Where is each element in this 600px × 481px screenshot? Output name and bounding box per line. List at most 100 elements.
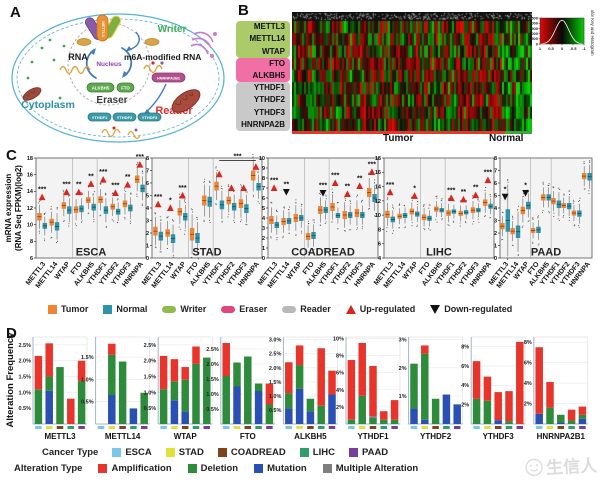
- cancer-type-tick: [505, 426, 513, 429]
- key-gradient: [575, 18, 577, 44]
- outlier-dot: [184, 233, 186, 235]
- y-tick-label: 4%: [336, 388, 344, 394]
- outlier-dot: [172, 256, 174, 258]
- outlier-dot: [141, 170, 143, 172]
- expression-boxplots: mRNA expression (RNA Seq FPKM)(log2)68101…: [4, 154, 593, 290]
- y-tick-label: 12: [27, 206, 33, 212]
- outlier-dot: [542, 209, 544, 212]
- golgi: [190, 31, 218, 58]
- deletion-segment: [421, 353, 429, 420]
- y-tick-label: 2.5%: [144, 343, 157, 349]
- cancer-type-tick: [140, 426, 148, 429]
- gene-group-box-reader: YTHDF1 YTHDF2 YTHDF3 HNRNPA2B: [236, 82, 290, 131]
- outlier-dot: [349, 201, 352, 203]
- outlier-dot: [484, 189, 486, 192]
- down-regulated-triangle: [522, 190, 529, 197]
- outlier-dot: [392, 206, 394, 208]
- outlier-dot: [56, 207, 58, 209]
- outlier-dot: [203, 182, 205, 184]
- y-tick-label: 0.5%: [81, 400, 94, 406]
- outlier-dot: [398, 204, 400, 206]
- outlier-dot: [81, 220, 83, 222]
- y-tick-label: 8: [494, 156, 497, 162]
- cell-diagram: METTL3 RNA m6A-modified RNA Nucleus ALKB…: [11, 13, 225, 143]
- up-regulated-triangle: [215, 170, 223, 178]
- amplification-segment: [159, 355, 168, 390]
- mutation-segment: [421, 419, 429, 424]
- outlier-dot: [478, 221, 480, 223]
- mutation-segment: [108, 395, 116, 424]
- outlier-dot: [572, 199, 574, 201]
- eraser-pill-fto: [116, 82, 135, 93]
- outlier-dot: [527, 191, 530, 193]
- mutation-segment: [410, 408, 418, 424]
- y-tick-label: 7: [494, 168, 497, 174]
- outlier-dot: [313, 221, 315, 223]
- outlier-dot: [471, 195, 474, 197]
- outlier-dot: [368, 172, 370, 174]
- d-ylabel: Alteration Frequency: [5, 332, 16, 428]
- outlier-dot: [416, 226, 418, 228]
- amplification-segment: [516, 341, 524, 424]
- outlier-dot: [331, 221, 333, 223]
- outlier-dot: [196, 218, 198, 221]
- outlier-dot: [142, 172, 144, 174]
- arrowhead: [90, 48, 96, 55]
- amplification-segment: [317, 348, 325, 406]
- outlier-dot: [472, 223, 474, 225]
- legend-entry-up-regulated: Up-regulated: [345, 304, 415, 314]
- gene-chart-title: YTHDF2: [420, 432, 452, 441]
- outlier-dot: [361, 200, 363, 202]
- y-tick-label: 10: [259, 156, 265, 162]
- outlier-dot: [527, 220, 529, 223]
- cancer-type-tick: [108, 426, 116, 429]
- legend-label: Amplification: [111, 463, 172, 474]
- y-tick-label: 6%: [524, 360, 532, 366]
- ythdf1-label: YTHDF1: [92, 115, 108, 120]
- outlier-dot: [62, 189, 64, 191]
- gene-chart-title: YTHDF3: [483, 432, 515, 441]
- outlier-dot: [179, 193, 181, 195]
- y-tick-label: 0.5%: [18, 406, 31, 412]
- cancer-type-tick: [56, 426, 64, 429]
- key-gradient: [546, 18, 548, 44]
- amplification-segment: [170, 359, 179, 382]
- outlier-dot: [428, 204, 430, 206]
- outlier-dot: [501, 239, 503, 241]
- y-tick-label: 5: [262, 206, 265, 212]
- deletion-segment: [567, 420, 576, 424]
- outlier-dot: [559, 188, 561, 190]
- outlier-dot: [166, 217, 168, 219]
- cancer-type-tick: [391, 426, 398, 429]
- outlier-dot: [441, 219, 443, 221]
- outlier-dot: [558, 219, 560, 221]
- outlier-dot: [167, 215, 169, 217]
- outlier-dot: [512, 218, 514, 220]
- cancer-type-tick: [222, 426, 230, 429]
- cytoplasm-label: Cytoplasm: [21, 99, 75, 111]
- mutation-segment: [129, 408, 138, 424]
- outlier-dot: [485, 186, 487, 188]
- outlier-dot: [233, 221, 236, 223]
- outlier-dot: [100, 214, 102, 216]
- outlier-dot: [283, 206, 285, 209]
- key-y-tick-label: 0: [536, 41, 539, 46]
- outlier-dot: [93, 191, 95, 193]
- key-gradient: [549, 18, 551, 44]
- amplification-segment: [535, 347, 543, 414]
- outlier-dot: [356, 227, 359, 229]
- cancer-type-tick: [35, 426, 42, 429]
- outlier-dot: [440, 200, 442, 202]
- outlier-dot: [295, 199, 297, 201]
- significance-stars: ***: [270, 178, 278, 185]
- cancer-legend-lihc: LIHC: [299, 447, 335, 458]
- outlier-dot: [572, 202, 574, 204]
- significance-stars: ***: [233, 154, 241, 161]
- outlier-dot: [553, 216, 555, 218]
- mutation-segment: [285, 408, 293, 424]
- heatmap-gene-label: YTHDF2: [253, 95, 285, 105]
- amplification-segment: [546, 382, 554, 408]
- deletion-segment: [233, 362, 241, 387]
- outlier-dot: [424, 204, 426, 206]
- y-tick-label: 6: [146, 181, 149, 187]
